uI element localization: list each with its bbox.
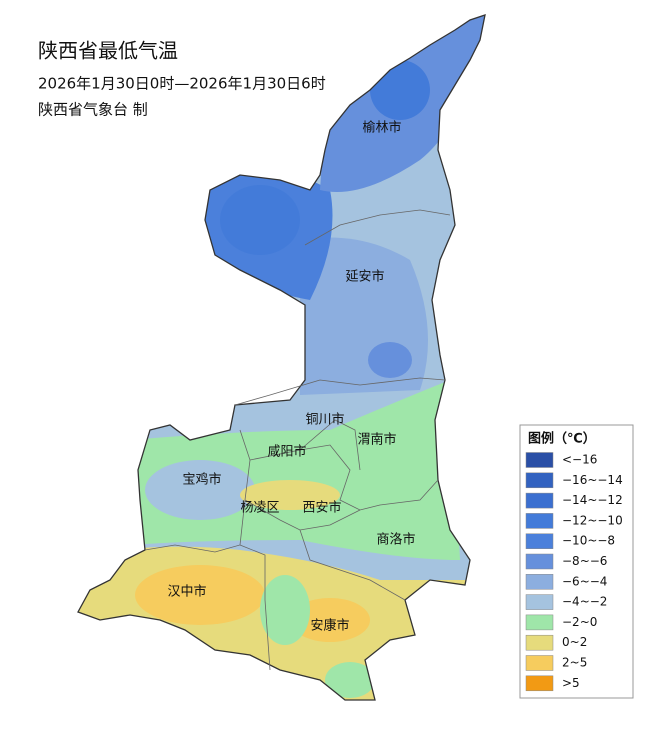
city-label: 咸阳市 bbox=[267, 444, 306, 460]
city-label: 商洛市 bbox=[376, 532, 415, 548]
legend-label: −16~−14 bbox=[562, 473, 623, 487]
legend-title: 图例（℃） bbox=[528, 431, 596, 447]
temperature-zone bbox=[368, 342, 412, 378]
legend-label: <−16 bbox=[562, 453, 597, 467]
city-label: 宝鸡市 bbox=[182, 472, 221, 488]
legend: <−16 −16~−14 −14~−12 −12~−10 −10~−8 −8~−6 −6~−… bbox=[525, 452, 623, 692]
city-label: 铜川市 bbox=[305, 412, 344, 428]
legend-label: −4~−2 bbox=[562, 595, 607, 609]
legend-label: 0~2 bbox=[562, 635, 587, 649]
city-label: 杨凌区 bbox=[240, 501, 279, 516]
temperature-zone bbox=[370, 60, 430, 120]
legend-label: 2~5 bbox=[562, 656, 587, 670]
legend-swatch bbox=[525, 594, 554, 610]
city-label: 渭南市 bbox=[357, 432, 396, 448]
legend-swatch bbox=[525, 634, 554, 651]
temperature-zone bbox=[145, 460, 255, 520]
province-border bbox=[77, 14, 486, 701]
legend-label: −2~0 bbox=[562, 615, 597, 629]
city-label: 汉中市 bbox=[167, 584, 206, 600]
issuer: 陕西省气象台 制 bbox=[38, 101, 148, 119]
legend-label: >5 bbox=[562, 676, 580, 690]
legend-swatch bbox=[525, 533, 554, 549]
temperature-zone bbox=[135, 565, 265, 625]
temperature-zone bbox=[260, 575, 310, 645]
city-label: 榆林市 bbox=[362, 120, 401, 136]
city-label: 安康市 bbox=[310, 618, 349, 634]
temperature-zone bbox=[240, 480, 340, 510]
legend-swatch bbox=[525, 553, 554, 570]
city-label: 延安市 bbox=[345, 269, 384, 285]
legend-swatch bbox=[525, 574, 554, 590]
legend-swatch bbox=[525, 492, 554, 509]
city-borders bbox=[144, 209, 451, 671]
map-subtitle: 2026年1月30日0时—2026年1月30日6时 bbox=[38, 75, 326, 93]
legend-label: −10~−8 bbox=[562, 534, 615, 548]
city-label: 西安市 bbox=[302, 500, 341, 516]
legend-label: −8~−6 bbox=[562, 554, 607, 568]
temperature-zone bbox=[290, 598, 370, 642]
map-title: 陕西省最低气温 bbox=[38, 39, 178, 63]
legend-label: −6~−4 bbox=[562, 574, 607, 588]
legend-swatch bbox=[525, 513, 554, 529]
temperature-zone bbox=[325, 662, 375, 698]
temperature-zone bbox=[220, 185, 300, 255]
legend-swatch bbox=[525, 614, 554, 631]
legend-swatch bbox=[525, 675, 554, 692]
legend-swatch bbox=[525, 655, 554, 671]
legend-swatch bbox=[525, 472, 554, 489]
legend-swatch bbox=[525, 452, 554, 468]
legend-label: −14~−12 bbox=[562, 493, 623, 507]
legend-label: −12~−10 bbox=[562, 513, 623, 527]
